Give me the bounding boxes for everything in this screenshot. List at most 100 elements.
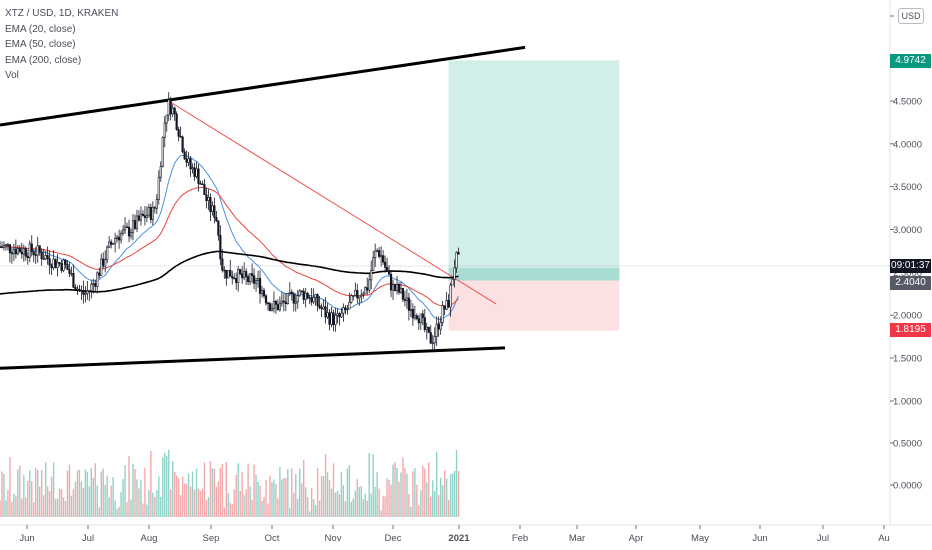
price-tick-label: 1.5000: [893, 354, 922, 365]
candle-body: [34, 254, 37, 256]
candle-body: [80, 290, 83, 292]
volume-bars: [0, 449, 460, 517]
volume-bar: [360, 486, 362, 517]
chart-legend: XTZ / USD, 1D, KRAKEN EMA (20, close) EM…: [5, 6, 118, 84]
volume-bar: [100, 471, 102, 517]
volume-bar: [98, 507, 100, 517]
volume-bar: [173, 472, 176, 517]
volume-bar: [424, 468, 426, 517]
candle-body: [189, 158, 192, 170]
candle-body: [419, 313, 422, 324]
volume-bar: [297, 498, 299, 517]
candle-body: [151, 207, 154, 220]
volume-bar: [324, 454, 327, 517]
candle-body: [326, 312, 329, 318]
candle-body: [439, 322, 442, 330]
candle-body: [237, 268, 240, 283]
volume-bar: [221, 463, 224, 517]
candle-body: [209, 197, 212, 212]
legend-ema50[interactable]: EMA (50, close): [5, 39, 76, 50]
candle-body: [110, 241, 113, 245]
volume-bar: [354, 490, 357, 517]
candle-body: [139, 213, 143, 221]
candle-body: [213, 205, 216, 218]
volume-bar: [308, 511, 311, 517]
volume-bar: [72, 489, 75, 517]
volume-bar: [102, 468, 104, 517]
candle-body: [332, 312, 335, 326]
volume-bar: [175, 475, 178, 517]
volume-bar: [162, 457, 164, 517]
candle-body: [125, 226, 129, 228]
volume-bar: [336, 490, 339, 517]
candle-body: [82, 290, 85, 295]
candle-body: [123, 226, 127, 231]
volume-bar: [239, 490, 241, 517]
volume-bar: [154, 496, 156, 517]
candle-body: [399, 287, 403, 293]
volume-bar: [136, 479, 138, 517]
candle-body: [270, 308, 274, 311]
ema-50-line: [0, 186, 459, 307]
volume-bar: [90, 468, 93, 517]
volume-bar: [404, 468, 406, 517]
time-tick-label: Dec: [385, 533, 402, 544]
candle-body: [179, 135, 182, 138]
volume-bar: [340, 471, 343, 517]
volume-bar: [364, 493, 366, 517]
candle-body: [108, 241, 111, 248]
volume-bar: [60, 489, 63, 517]
currency-button[interactable]: USD: [898, 8, 924, 24]
volume-bar: [156, 490, 158, 517]
volume-bar: [293, 492, 295, 517]
candle-body: [288, 291, 291, 294]
candle-body: [106, 246, 109, 261]
candle-body: [14, 249, 17, 255]
volume-bar: [207, 497, 210, 517]
volume-bar: [451, 473, 454, 517]
volume-bar: [78, 469, 81, 517]
volume-bar: [390, 484, 392, 517]
volume-bar: [301, 483, 303, 517]
candle-body: [157, 176, 160, 200]
candle-body: [249, 273, 252, 283]
candle-body: [141, 213, 145, 216]
candle-body: [215, 217, 218, 222]
volume-bar: [170, 489, 172, 517]
candle-body: [280, 300, 283, 304]
candle-body: [221, 258, 224, 271]
candle-body: [266, 302, 270, 305]
candle-body: [185, 158, 188, 163]
volume-bar: [326, 472, 329, 517]
volume-bar: [455, 449, 458, 517]
volume-bar: [21, 498, 23, 517]
candle-body: [286, 293, 289, 304]
legend-ema20[interactable]: EMA (20, close): [5, 23, 76, 35]
candle-body: [225, 269, 228, 279]
volume-bar: [166, 455, 168, 517]
legend-ema200[interactable]: EMA (200, close): [5, 54, 82, 66]
volume-bar: [400, 472, 402, 517]
candle-body: [429, 332, 432, 344]
candle-body: [348, 302, 351, 310]
candle-body: [320, 307, 323, 310]
channel-top-trendline: [0, 45, 526, 127]
target-price-tag: 4.9742: [890, 54, 931, 68]
volume-bar: [362, 499, 364, 517]
candle-body: [344, 307, 347, 311]
candle-body: [366, 287, 369, 291]
volume-bar: [267, 503, 269, 517]
volume-bar: [350, 501, 353, 517]
candle-body: [282, 300, 285, 303]
stop-price-tag: 1.8195: [890, 323, 931, 337]
volume-bar: [398, 481, 400, 517]
candle-body: [72, 273, 75, 288]
volume-bar: [394, 462, 396, 517]
volume-bar: [130, 499, 132, 517]
volume-bar: [187, 473, 190, 517]
candle-body: [211, 205, 214, 212]
candle-body: [0, 246, 2, 248]
volume-bar: [299, 468, 301, 517]
legend-volume[interactable]: Vol: [5, 70, 19, 81]
